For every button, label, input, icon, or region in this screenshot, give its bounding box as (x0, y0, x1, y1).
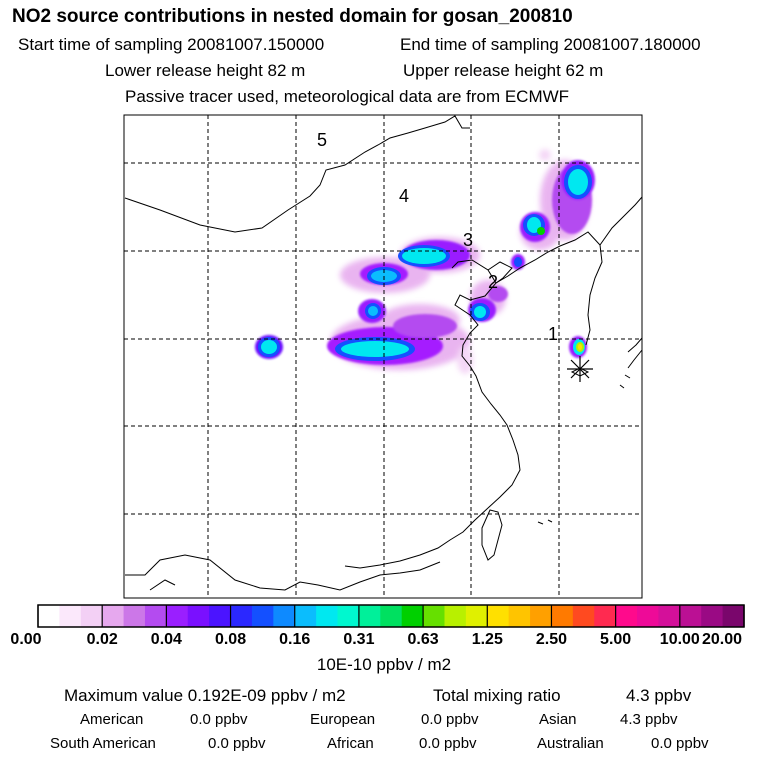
map-label-3: 3 (463, 230, 473, 250)
colorbar-swatch (123, 605, 146, 627)
colorbar-tick-label: 5.00 (600, 631, 632, 648)
colorbar-tick-label: 1.25 (471, 631, 503, 648)
region-value: 0.0 ppbv (190, 711, 248, 728)
map-label-4: 4 (399, 186, 409, 206)
colorbar-tick-label: 0.00 (10, 631, 42, 648)
colorbar-swatch (444, 605, 467, 627)
region-name: Australian (537, 735, 604, 752)
total-mixing-label: Total mixing ratio (433, 686, 561, 705)
region-name: American (80, 711, 144, 728)
lower-release-height: Lower release height 82 m (105, 61, 306, 80)
grid-lines (124, 115, 642, 598)
colorbar (37, 604, 745, 628)
colorbar-swatch (80, 605, 103, 627)
total-mixing-value: 4.3 ppbv (626, 686, 692, 705)
colorbar-swatch (637, 605, 660, 627)
colorbar-tick-label: 0.02 (86, 631, 118, 648)
colorbar-swatch (551, 605, 574, 627)
colorbar-swatch (487, 605, 510, 627)
colorbar-swatch (679, 605, 702, 627)
colorbar-swatch (209, 605, 232, 627)
colorbar-swatch (144, 605, 167, 627)
colorbar-unit: 10E-10 ppbv / m2 (316, 655, 452, 674)
region-value: 0.0 ppbv (419, 735, 477, 752)
colorbar-swatch (273, 605, 296, 627)
colorbar-swatch (187, 605, 210, 627)
colorbar-swatch (701, 605, 724, 627)
region-value: 0.0 ppbv (421, 711, 479, 728)
colorbar-swatch (251, 605, 274, 627)
colorbar-swatch (658, 605, 681, 627)
tracer-note: Passive tracer used, meteorological data… (125, 87, 570, 106)
colorbar-swatch (166, 605, 189, 627)
colorbar-tick-label: 0.08 (214, 631, 247, 648)
region-name: European (310, 711, 376, 728)
region-name: African (327, 735, 374, 752)
colorbar-tick-label: 0.04 (150, 631, 182, 648)
colorbar-tick-label: 0.31 (343, 631, 375, 648)
colorbar-frame (37, 604, 745, 628)
colorbar-swatch (337, 605, 360, 627)
colorbar-swatch (508, 605, 531, 627)
colorbar-swatch (572, 605, 595, 627)
map-frame (123, 114, 643, 599)
max-value: Maximum value 0.192E-09 ppbv / m2 (64, 686, 346, 705)
colorbar-swatch (594, 605, 617, 627)
colorbar-swatch (465, 605, 488, 627)
region-value: 0.0 ppbv (208, 735, 266, 752)
map-label-2: 2 (488, 272, 498, 292)
colorbar-tick-label: 20.00 (701, 631, 743, 648)
colorbar-tick-label: 2.50 (535, 631, 568, 648)
region-name: Asian (539, 711, 577, 728)
region-value: 0.0 ppbv (651, 735, 709, 752)
colorbar-swatch (316, 605, 339, 627)
colorbar-swatch (230, 605, 253, 627)
colorbar-tick-label: 10.00 (659, 631, 700, 648)
colorbar-swatch (102, 605, 125, 627)
receptor-marker (567, 356, 593, 382)
plume-layer (255, 149, 595, 374)
colorbar-swatch (423, 605, 446, 627)
colorbar-swatch (38, 605, 60, 627)
region-value: 4.3 ppbv (620, 711, 678, 728)
colorbar-swatch (380, 605, 403, 627)
colorbar-swatch (358, 605, 381, 627)
colorbar-swatch (59, 605, 82, 627)
end-time: End time of sampling 20081007.180000 (400, 35, 701, 54)
coastlines (124, 115, 643, 591)
colorbar-swatch (294, 605, 317, 627)
chart-title: NO2 source contributions in nested domai… (12, 6, 573, 27)
colorbar-swatch (615, 605, 638, 627)
colorbar-swatch (722, 605, 745, 627)
colorbar-swatch (401, 605, 424, 627)
map-label-5: 5 (317, 130, 327, 150)
colorbar-swatch (530, 605, 553, 627)
start-time: Start time of sampling 20081007.150000 (18, 35, 325, 54)
colorbar-tick-label: 0.63 (407, 631, 439, 648)
region-name: South American (50, 735, 156, 752)
colorbar-tick-label: 0.16 (279, 631, 311, 648)
map-label-1: 1 (548, 324, 558, 344)
upper-release-height: Upper release height 62 m (403, 61, 604, 80)
